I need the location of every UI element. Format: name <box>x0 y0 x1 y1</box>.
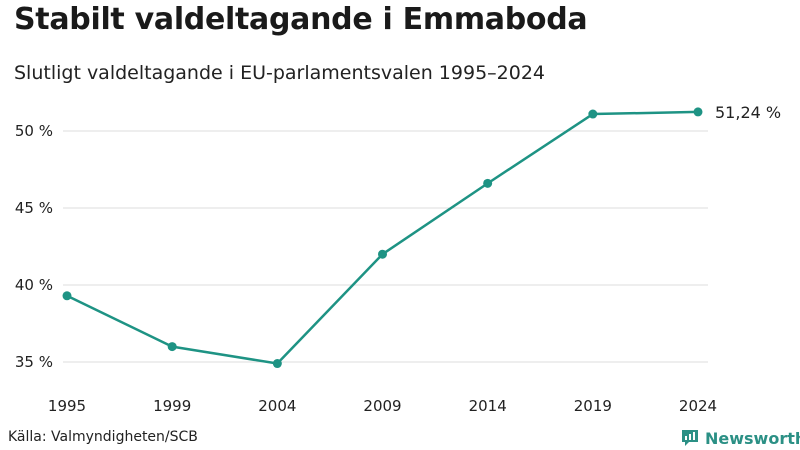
y-tick-label: 45 % <box>15 199 53 217</box>
y-tick-label: 50 % <box>15 122 53 140</box>
data-labels: 51,24 % <box>715 103 781 122</box>
series-line <box>66 110 699 365</box>
brand-logo: Newsworthy <box>680 428 800 448</box>
x-tick-label: 2019 <box>574 397 612 415</box>
data-point <box>588 109 598 119</box>
data-point <box>167 342 177 352</box>
y-tick-label: 40 % <box>15 276 53 294</box>
data-point <box>483 178 493 188</box>
x-tick-label: 2014 <box>469 397 507 415</box>
series-points <box>62 107 703 369</box>
data-point <box>272 359 282 369</box>
brand-name: Newsworthy <box>705 428 800 448</box>
newsworthy-logo-icon <box>682 430 698 446</box>
x-axis: 1995 1999 2004 2009 2014 2019 2024 <box>48 397 717 415</box>
chart-title: Stabilt valdeltagande i Emmaboda <box>14 2 588 37</box>
source-note: Källa: Valmyndigheten/SCB <box>8 429 198 445</box>
x-tick-label: 2024 <box>679 397 717 415</box>
y-axis: 35 % 40 % 45 % 50 % <box>15 122 53 371</box>
gridlines <box>63 130 708 363</box>
data-point <box>378 249 387 259</box>
x-tick-label: 2009 <box>363 397 401 415</box>
data-point <box>693 107 703 117</box>
x-tick-label: 1999 <box>153 397 191 415</box>
series-line-group <box>66 110 699 365</box>
x-tick-label: 1995 <box>48 397 86 415</box>
chart-subtitle: Slutligt valdeltagande i EU-parlamentsva… <box>14 62 546 84</box>
x-tick-label: 2004 <box>258 397 296 415</box>
end-value-label: 51,24 % <box>715 103 781 122</box>
data-point <box>62 291 72 301</box>
y-tick-label: 35 % <box>15 353 53 371</box>
